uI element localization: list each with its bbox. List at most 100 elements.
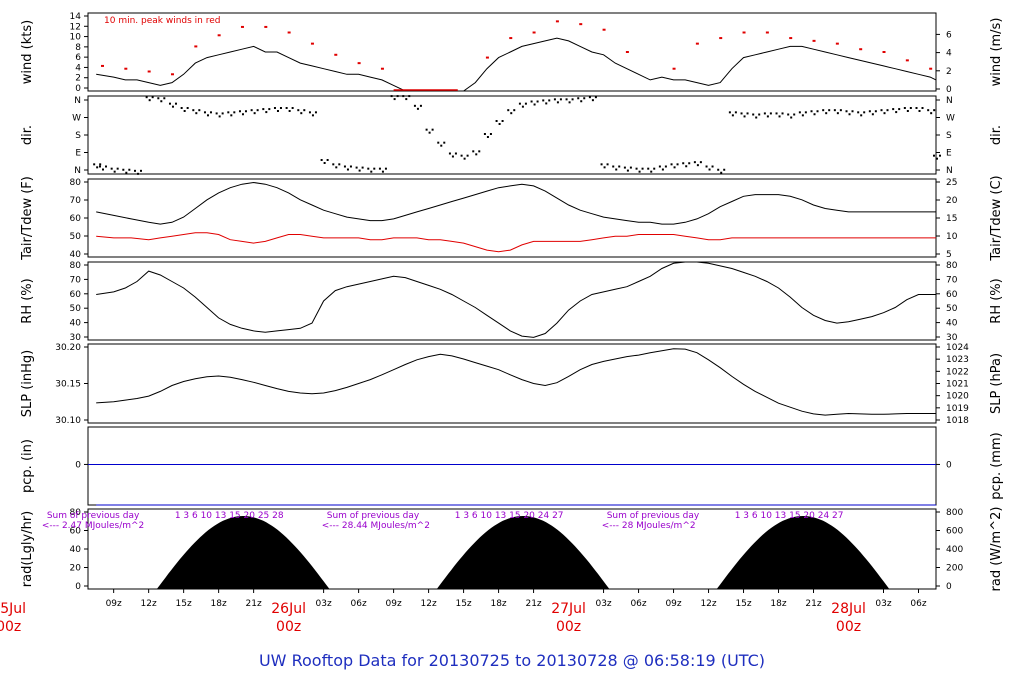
dir-point — [238, 110, 241, 113]
x-tick-label: 21z — [525, 599, 541, 609]
dir-point — [565, 98, 568, 101]
dir-point — [688, 162, 691, 165]
x-tick-label: 12z — [141, 599, 157, 609]
x-tick-label: 21z — [246, 599, 262, 609]
y-tick-label: 70 — [70, 196, 82, 206]
dir-point — [396, 95, 399, 98]
dir-point — [393, 98, 396, 101]
day-time-label: 00z — [556, 619, 581, 635]
y-tick-label: 40 — [70, 545, 82, 555]
day-label: 27Jul — [551, 601, 586, 617]
y-tick-label-right: E — [946, 149, 952, 159]
dir-point — [723, 168, 726, 171]
dir-point — [927, 109, 930, 112]
y-axis-label-right: pcp. (mm) — [989, 432, 1004, 499]
dir-point — [746, 112, 749, 115]
dir-point — [215, 112, 218, 115]
dir-point — [148, 99, 151, 102]
y-tick-label-right: 400 — [946, 545, 963, 555]
x-tick-label: 09z — [106, 599, 122, 609]
dir-point — [472, 150, 475, 153]
dir-point — [752, 113, 755, 116]
dir-point — [308, 111, 311, 114]
dir-point — [128, 168, 131, 171]
x-tick-label: 09z — [665, 599, 681, 609]
day-label: 25Jul — [0, 601, 26, 617]
dir-point — [192, 109, 195, 112]
dir-point — [96, 166, 99, 169]
y-tick-label: 40 — [70, 250, 82, 260]
dir-point — [218, 115, 221, 118]
dir-point — [475, 153, 478, 156]
rad-sum-label: Sum of previous day — [327, 511, 420, 521]
dir-point — [116, 167, 119, 170]
y-tick-label: N — [74, 96, 81, 106]
x-tick-label: 03z — [595, 599, 611, 609]
dir-point — [939, 154, 941, 157]
dir-point — [448, 152, 451, 155]
y-tick-label: 30 — [70, 333, 82, 343]
x-tick-label: 12z — [421, 599, 437, 609]
dir-point — [685, 165, 688, 168]
dir-point — [495, 120, 498, 122]
series-tair — [96, 181, 936, 225]
dir-point — [629, 166, 632, 169]
y-tick-label: W — [72, 114, 81, 124]
dir-point — [580, 100, 583, 103]
dir-point — [428, 131, 431, 134]
y-tick-label-right: W — [946, 114, 955, 124]
dir-point — [104, 165, 107, 168]
x-tick-label: 15z — [455, 599, 471, 609]
dir-point — [647, 167, 650, 170]
dir-point — [798, 111, 801, 114]
dir-point — [332, 163, 335, 166]
peak-wind-marker — [765, 31, 769, 34]
dir-point — [279, 107, 282, 109]
x-tick-label: 06z — [630, 599, 646, 609]
dir-point — [588, 96, 591, 99]
dir-point — [288, 110, 291, 112]
dir-point — [720, 171, 723, 174]
radiation-area — [436, 516, 610, 589]
dir-point — [183, 110, 186, 112]
y-tick-label: 8 — [75, 43, 81, 53]
dir-point — [553, 98, 556, 101]
panel-slp: 30.10 30.15 30.20 1018 1019 1020 1021 1022 1023 1… — [20, 343, 1004, 426]
dir-point — [297, 109, 300, 112]
dir-point — [839, 109, 842, 112]
dir-point — [915, 107, 918, 109]
y-tick-label-right: 1024 — [946, 343, 969, 353]
peak-wind-marker — [240, 25, 244, 28]
y-axis-label-right: rad (W/m^2) — [989, 507, 1004, 592]
dir-point — [909, 107, 912, 109]
dir-point — [230, 114, 233, 117]
dir-point — [548, 99, 551, 102]
dir-point — [370, 170, 373, 173]
x-tick-label: 03z — [875, 599, 891, 609]
y-tick-label: 12 — [70, 22, 81, 32]
peak-wind-marker — [742, 31, 746, 34]
y-tick-label-right: 10 — [946, 232, 958, 242]
dir-point — [583, 97, 586, 100]
dir-point — [335, 166, 338, 169]
dir-point — [291, 107, 294, 109]
dir-point — [384, 167, 387, 170]
rad-hour-labels: 1 3 6 10 13 15 20 24 27 — [735, 511, 844, 521]
rad-sum-label: Sum of previous day — [607, 511, 700, 521]
day-time-label: 00z — [0, 619, 21, 635]
dir-point — [571, 98, 574, 101]
peak-wind-marker — [147, 70, 151, 73]
dir-point — [670, 163, 673, 166]
y-tick-label-right: 200 — [946, 564, 963, 574]
y-tick-label: 80 — [70, 178, 82, 188]
dir-point — [125, 171, 128, 174]
dir-point — [743, 115, 746, 118]
dir-point — [717, 168, 720, 171]
rad-hour-labels: 1 3 6 10 13 15 20 24 27 — [455, 511, 564, 521]
y-tick-label-right: 15 — [946, 214, 957, 224]
y-tick-label-right: N — [946, 96, 953, 106]
series-rh — [96, 261, 936, 338]
dir-point — [693, 161, 696, 164]
peak-wind-marker — [264, 25, 268, 28]
dir-point — [787, 113, 790, 116]
